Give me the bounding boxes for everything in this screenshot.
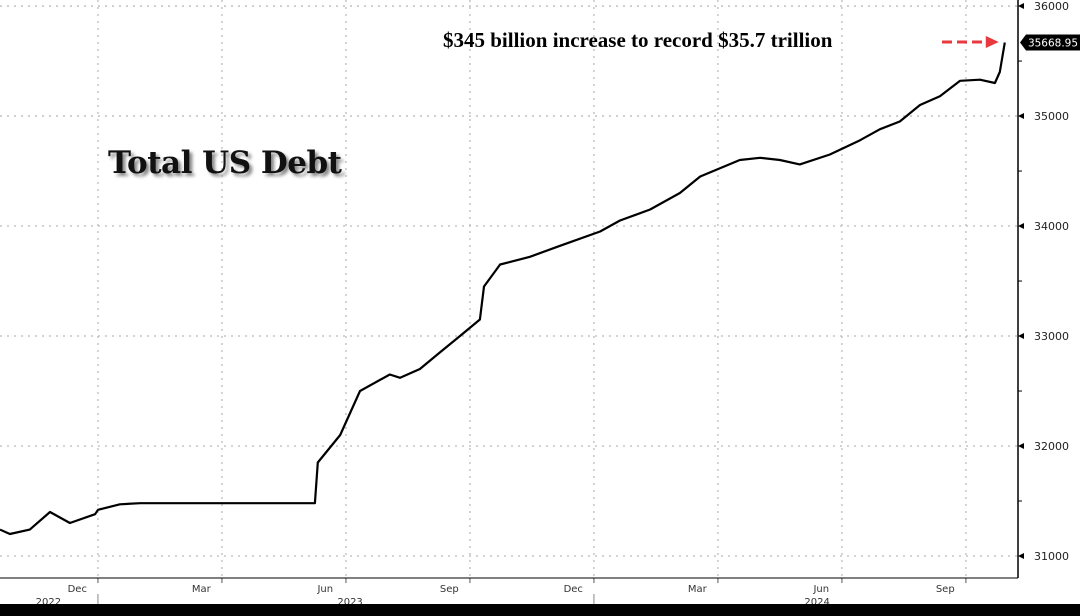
x-month-label: Sep: [440, 584, 459, 595]
x-month-label: Mar: [688, 584, 708, 595]
y-tick-mark: [1018, 113, 1024, 120]
x-month-label: Dec: [564, 584, 583, 595]
chart-annotation: $345 billion increase to record $35.7 tr…: [443, 28, 833, 52]
annotation-arrow-head: [985, 36, 999, 48]
x-month-label: Jun: [812, 584, 829, 595]
y-tick-label: 32000: [1034, 440, 1069, 453]
x-year-label: 2023: [337, 597, 362, 608]
y-tick-mark: [1018, 223, 1024, 230]
y-tick-label: 36000: [1034, 0, 1069, 13]
last-value-label: 35668.95: [1028, 37, 1078, 49]
y-tick-label: 33000: [1034, 330, 1069, 343]
x-month-label: Sep: [936, 584, 955, 595]
bottom-bar: [0, 604, 1080, 616]
y-tick-mark: [1018, 553, 1024, 560]
last-value-badge: [1020, 34, 1080, 51]
y-tick-label: 35000: [1034, 110, 1069, 123]
y-tick-mark: [1018, 443, 1024, 450]
y-tick-label: 31000: [1034, 550, 1069, 563]
x-year-label: 2024: [804, 597, 829, 608]
x-month-label: Mar: [192, 584, 212, 595]
chart-title: Total US Debt: [108, 145, 342, 181]
x-year-label: 2022: [36, 597, 61, 608]
x-month-label: Jun: [316, 584, 333, 595]
debt-series-line: [0, 42, 1006, 536]
y-tick-mark: [1018, 333, 1024, 340]
x-month-label: Dec: [68, 584, 87, 595]
y-tick-mark: [1018, 3, 1024, 10]
y-tick-label: 34000: [1034, 220, 1069, 233]
